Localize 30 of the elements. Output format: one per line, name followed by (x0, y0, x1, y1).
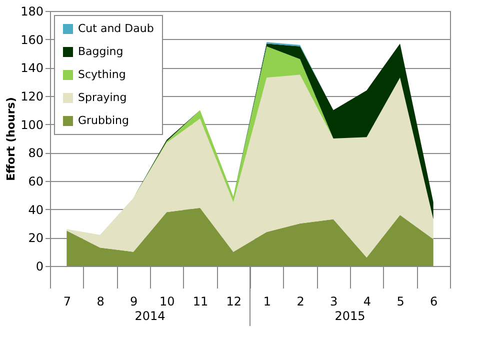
y-tick-label: 140 (20, 61, 44, 76)
text: 2014 (134, 309, 166, 323)
x-tick-label: 7 (63, 294, 71, 308)
x-tick-label: 4 (363, 294, 371, 308)
legend-label: Scything (78, 68, 126, 81)
legend-label: Bagging (78, 45, 124, 58)
x-tick-label: 1 (263, 294, 271, 308)
text: 2015 (334, 309, 366, 323)
legend-label: Cut and Daub (78, 22, 154, 35)
x-tick-label: 3 (330, 294, 338, 308)
y-tick-label: 20 (28, 231, 44, 246)
x-tick-label: 9 (130, 294, 138, 308)
y-tick-label: 180 (20, 4, 44, 18)
y-tick-label: 60 (28, 174, 44, 188)
x-tick-label: 6 (430, 294, 438, 308)
y-tick-label: 120 (20, 90, 44, 104)
x-tick-label: 12 (226, 294, 242, 308)
x-tick-label: 8 (96, 294, 104, 308)
y-tick-label: 160 (20, 32, 44, 47)
y-tick-label: 100 (20, 118, 44, 132)
x-tick-label: 11 (192, 294, 208, 308)
y-tick-label: 80 (28, 146, 44, 160)
y-tick-label: 0 (36, 260, 44, 274)
x-tick-label: 10 (160, 294, 175, 308)
x-tick-label: 2 (296, 294, 304, 308)
x-tick-label: 5 (396, 294, 404, 308)
legend-label: Grubbing (78, 114, 129, 127)
y-tick-label: 40 (28, 202, 44, 217)
legend-label: Spraying (78, 91, 127, 104)
y-axis-title: Effort (hours) (4, 97, 18, 181)
